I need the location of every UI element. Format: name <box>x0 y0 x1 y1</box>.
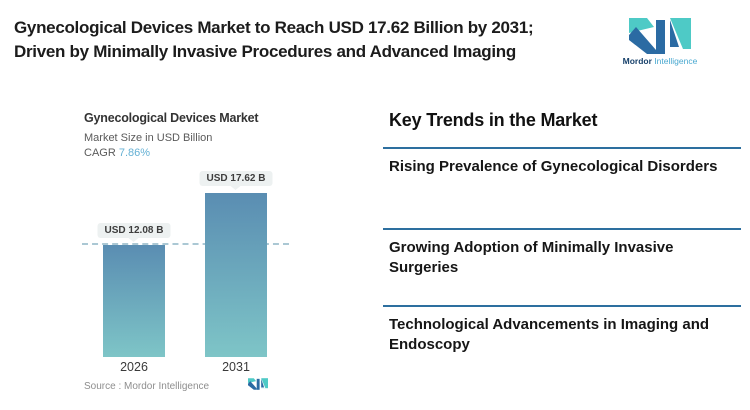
x-axis-label: 2026 <box>120 360 148 374</box>
brand-logo: Mordor Intelligence <box>622 18 698 66</box>
mordor-logo-small-icon <box>248 378 268 390</box>
page-title-line-1: Gynecological Devices Market to Reach US… <box>14 18 534 37</box>
bar-fill <box>103 245 165 357</box>
bar-column-2031: USD 17.62 B <box>199 170 273 357</box>
mordor-logo-icon <box>629 18 691 54</box>
cagr-value: 7.86% <box>118 147 151 159</box>
chart-cagr: CAGR 7.86% <box>84 147 150 159</box>
bar-fill <box>205 193 267 357</box>
chart-title: Gynecological Devices Market <box>84 111 259 125</box>
plot-area: USD 12.08 B USD 17.62 B <box>82 170 314 357</box>
key-trends-heading: Key Trends in the Market <box>389 110 598 130</box>
x-axis-label: 2031 <box>222 360 250 374</box>
brand-name: Mordor Intelligence <box>622 56 698 66</box>
source-label: Source : Mordor Intelligence <box>84 381 210 392</box>
key-trends-panel: Key Trends in the Market Rising Prevalen… <box>383 110 741 355</box>
trend-item: Technological Advancements in Imaging an… <box>383 305 741 355</box>
bar-column-2026: USD 12.08 B <box>97 170 171 357</box>
bar-value-label: USD 17.62 B <box>199 171 273 186</box>
page-title-line-2: Driven by Minimally Invasive Procedures … <box>14 41 516 61</box>
reference-line <box>82 243 289 245</box>
bar-value-label: USD 12.08 B <box>97 223 171 238</box>
brand-name-secondary: Intelligence <box>654 56 698 66</box>
market-size-chart: Gynecological Devices Market Market Size… <box>82 108 314 403</box>
page-title: Gynecological Devices Market to Reach US… <box>14 16 534 63</box>
cagr-label: CAGR <box>84 147 116 159</box>
brand-name-primary: Mordor <box>622 56 652 66</box>
chart-subtitle: Market Size in USD Billion <box>84 132 213 144</box>
trend-item: Growing Adoption of Minimally Invasive S… <box>383 228 741 305</box>
trend-item: Rising Prevalence of Gynecological Disor… <box>383 147 741 228</box>
